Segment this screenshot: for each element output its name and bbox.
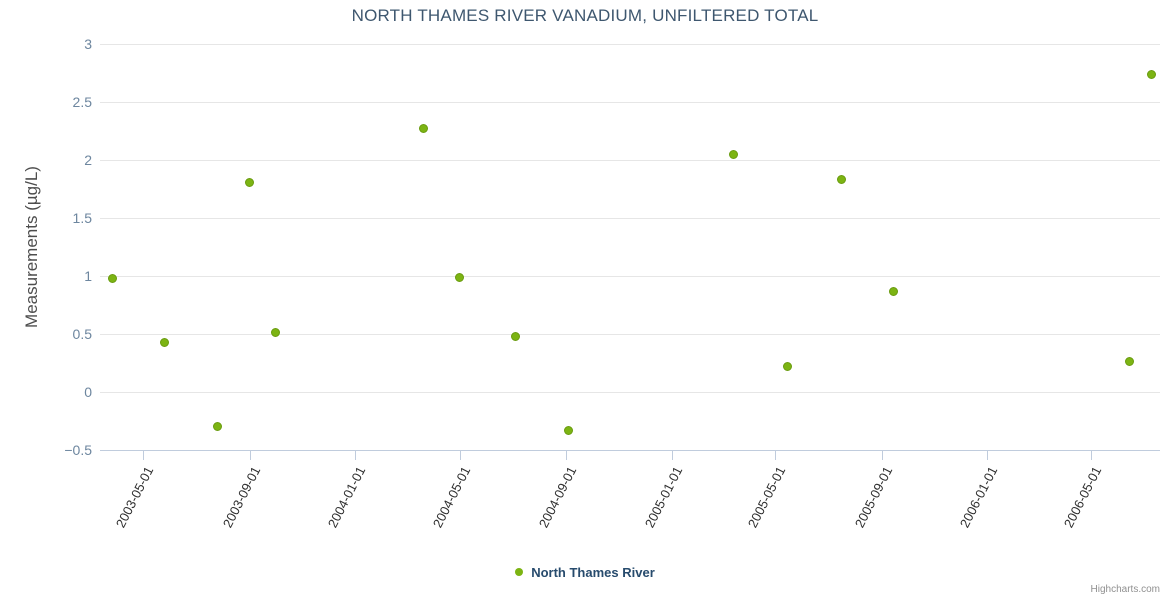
legend-marker-icon [515, 568, 524, 576]
y-axis-tick-label: 2 [84, 152, 92, 168]
data-point[interactable] [1125, 357, 1135, 367]
data-point[interactable] [889, 286, 899, 296]
gridline [100, 44, 1160, 45]
chart-title: NORTH THAMES RIVER VANADIUM, UNFILTERED … [351, 6, 819, 25]
data-point[interactable] [837, 175, 847, 185]
gridline [100, 276, 1160, 277]
legend-item-label: North Thames River [531, 564, 655, 580]
data-point[interactable] [1146, 69, 1156, 79]
y-axis-tick-label: 3 [84, 36, 92, 52]
x-axis-tick-mark [143, 450, 145, 460]
y-axis-tick-label: 1.5 [72, 210, 92, 226]
gridline [100, 450, 1160, 451]
x-axis-tick-mark [1090, 450, 1092, 460]
x-axis-tick-label: 2005-01-01 [641, 464, 685, 531]
y-axis-tick-label: −0.5 [64, 442, 92, 458]
data-point[interactable] [729, 149, 739, 159]
x-axis-tick-mark [355, 450, 357, 460]
data-point[interactable] [271, 328, 280, 338]
x-axis-tick-mark [881, 450, 883, 460]
x-axis-tick-label: 2004-05-01 [429, 464, 474, 531]
data-point[interactable] [511, 331, 521, 341]
data-point[interactable] [564, 425, 574, 435]
gridline [100, 102, 1160, 103]
y-axis-tick-label: 0.5 [72, 326, 92, 342]
y-axis-tick-label: 2.5 [72, 94, 92, 110]
x-axis-tick-label: 2006-05-01 [1060, 464, 1105, 531]
data-point[interactable] [455, 272, 465, 282]
gridline [100, 392, 1160, 393]
data-point[interactable] [245, 177, 255, 187]
y-axis-tick-label: 0 [84, 384, 92, 400]
x-axis-tick-mark [987, 450, 989, 460]
plot-area: 3 2.5 2 1.5 1 0.5 0 −0.5 2003-05-01 2003-09-01 20… [64, 36, 1160, 530]
x-axis-tick-mark [775, 450, 777, 460]
data-point[interactable] [213, 422, 223, 432]
gridline [100, 218, 1160, 219]
data-point[interactable] [782, 361, 792, 371]
x-axis-tick-mark [459, 450, 461, 460]
highcharts-credits[interactable]: Highcharts.com [1090, 584, 1160, 595]
data-point[interactable] [107, 273, 117, 283]
x-axis-tick-label: 2004-09-01 [535, 464, 580, 531]
gridline [100, 160, 1160, 161]
x-axis-tick-label: 2004-01-01 [324, 464, 369, 531]
x-axis-tick-label: 2005-09-01 [851, 464, 895, 531]
chart-legend: North Thames River [0, 563, 1170, 581]
x-axis-tick-label: 2003-09-01 [219, 464, 263, 531]
x-axis-tick-label: 2003-05-01 [113, 464, 157, 531]
legend-item-north-thames-river[interactable]: North Thames River [515, 565, 655, 580]
data-point[interactable] [160, 337, 170, 347]
x-axis-tick-label: 2005-05-01 [745, 464, 789, 531]
x-axis-tick-mark [249, 450, 251, 460]
gridline [100, 334, 1160, 335]
y-axis-title: Measurements (µg/L) [22, 166, 41, 328]
data-point[interactable] [418, 124, 428, 134]
x-axis-tick-label: 2006-01-01 [956, 464, 1001, 531]
x-axis-tick-mark [566, 450, 568, 460]
x-axis-tick-mark [671, 450, 673, 460]
y-axis-tick-label: 1 [84, 268, 92, 284]
